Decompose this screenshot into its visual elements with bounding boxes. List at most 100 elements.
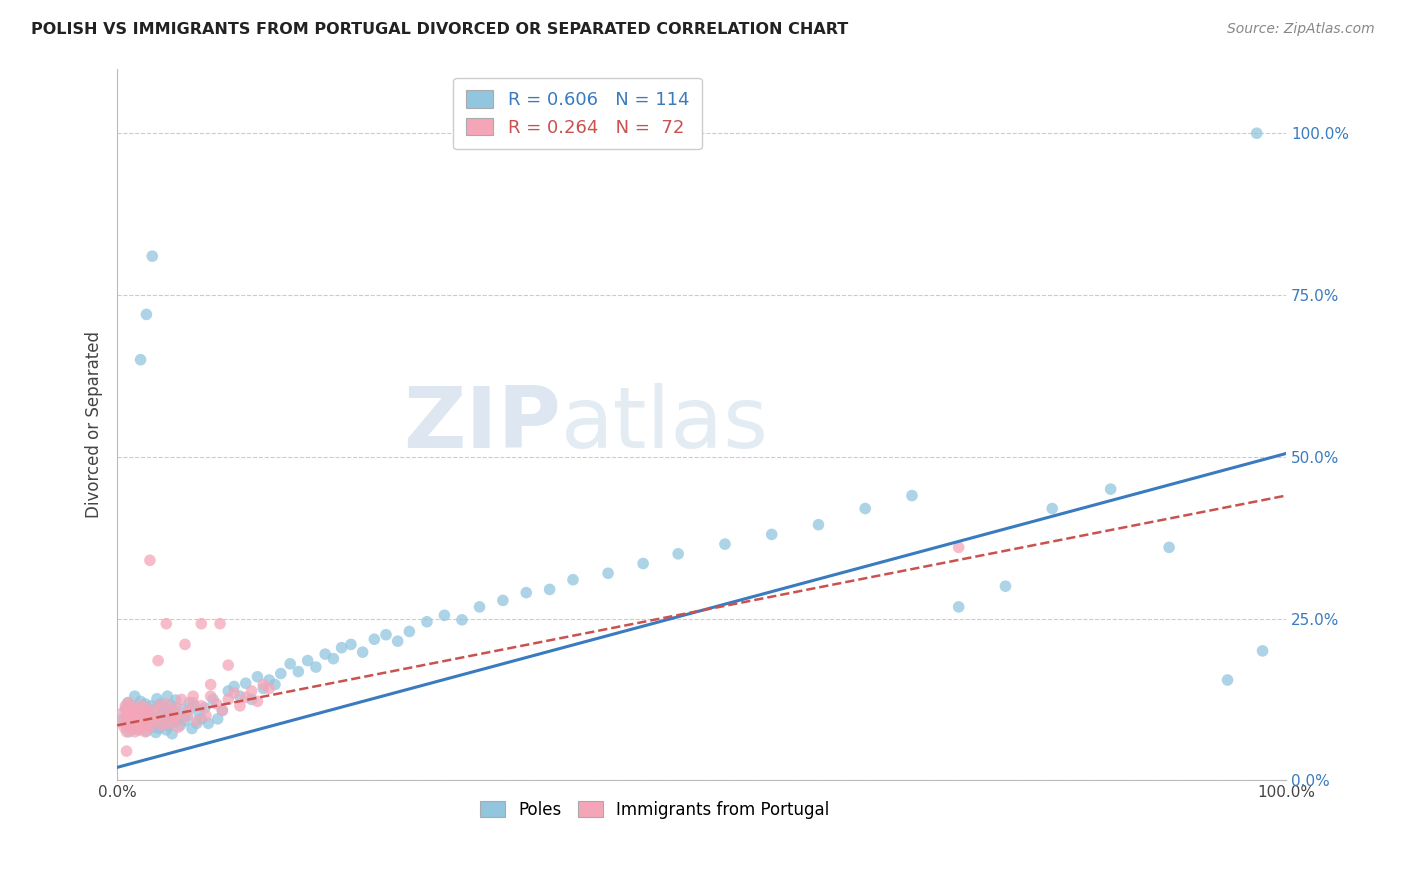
Point [433,608,456,623]
Point [118,696,141,710]
Point [146,714,169,728]
Point [165,693,187,707]
Point [183,698,205,713]
Point [121,722,143,736]
Point [114,698,136,713]
Point [994,579,1017,593]
Point [181,689,204,703]
Legend: Poles, Immigrants from Portugal: Poles, Immigrants from Portugal [474,794,837,825]
Point [340,637,363,651]
Text: atlas: atlas [561,383,769,466]
Point [122,722,145,736]
Point [468,599,491,614]
Point [118,714,141,728]
Point [141,712,163,726]
Point [200,689,222,703]
Point [387,634,409,648]
Point [176,708,198,723]
Point [136,716,159,731]
Point [148,722,170,736]
Point [135,701,157,715]
Point [202,692,225,706]
Point [131,718,153,732]
Point [157,719,180,733]
Point [174,637,197,651]
Point [179,696,201,710]
Point [322,651,344,665]
Point [252,681,274,696]
Point [211,703,233,717]
Point [129,710,152,724]
Point [129,694,152,708]
Point [375,628,398,642]
Point [124,689,146,703]
Point [141,720,163,734]
Point [125,707,148,722]
Point [257,681,280,696]
Y-axis label: Divorced or Separated: Divorced or Separated [86,331,103,518]
Point [153,701,176,715]
Point [162,712,184,726]
Point [217,658,239,673]
Point [631,557,654,571]
Point [127,707,149,722]
Point [153,712,176,726]
Point [129,352,152,367]
Point [150,718,173,732]
Point [174,714,197,728]
Point [217,684,239,698]
Point [246,694,269,708]
Point [363,632,385,647]
Point [596,566,619,581]
Point [195,708,218,723]
Point [416,615,439,629]
Point [152,706,174,720]
Point [125,702,148,716]
Point [115,718,138,732]
Point [138,707,160,722]
Point [515,585,537,599]
Point [352,645,374,659]
Point [398,624,420,639]
Point [492,593,515,607]
Point [1216,673,1239,687]
Point [240,684,263,698]
Point [807,517,830,532]
Point [156,689,179,703]
Point [143,702,166,716]
Point [132,714,155,728]
Point [160,698,183,713]
Point [118,706,141,720]
Point [129,698,152,713]
Point [135,307,157,321]
Point [112,720,135,734]
Point [229,698,252,713]
Point [169,718,191,732]
Point [1246,126,1268,140]
Point [146,654,169,668]
Point [160,706,183,720]
Point [111,714,134,729]
Point [142,711,165,725]
Point [222,686,245,700]
Point [190,616,212,631]
Point [761,527,783,541]
Point [186,716,208,731]
Point [666,547,689,561]
Point [138,712,160,726]
Point [190,712,212,726]
Point [188,706,211,720]
Point [165,710,187,724]
Point [197,716,219,731]
Point [186,714,208,728]
Point [131,718,153,732]
Point [190,698,212,713]
Point [252,677,274,691]
Point [174,710,197,724]
Point [305,660,328,674]
Point [115,710,138,724]
Point [217,692,239,706]
Point [538,582,561,597]
Point [257,673,280,687]
Point [155,616,177,631]
